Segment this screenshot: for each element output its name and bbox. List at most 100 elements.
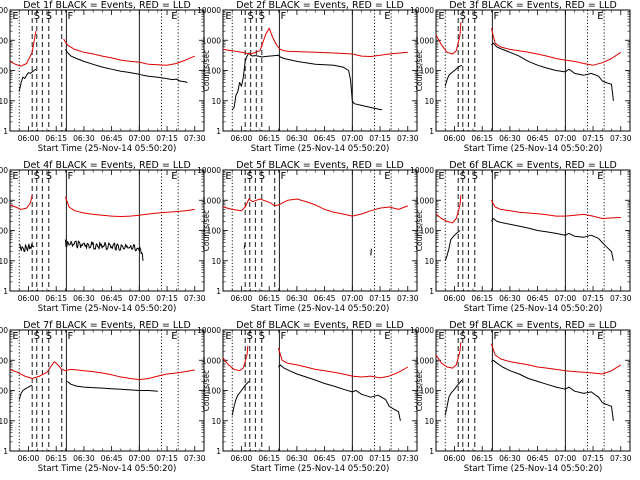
marker-letter-e: E (597, 171, 603, 182)
marker-letter-f: F (67, 11, 73, 22)
marker-letter-s: S (460, 331, 466, 342)
x-tick-label: 07:00 (555, 294, 577, 303)
series-events-line (444, 218, 614, 261)
chart-title: Det 2f BLACK = Events, RED = LLD (236, 0, 404, 11)
chart-panel-5: Det 5f BLACK = Events, RED = LLD 1 10 100 10… (197, 160, 419, 314)
marker-letter-s: S (259, 331, 265, 342)
chart-title: Det 3f BLACK = Events, RED = LLD (449, 0, 617, 11)
chart-panel-6: Det 6f BLACK = Events, RED = LLD 1 10 100 10… (410, 160, 632, 314)
chart-panel-4: Det 4f BLACK = Events, RED = LLD 1 10 100 10… (0, 160, 206, 314)
marker-letter-e: E (171, 331, 177, 342)
x-tick-label: 06:45 (101, 134, 123, 143)
y-tick-label: 10000 (197, 166, 221, 175)
x-tick-label: 06:30 (286, 134, 308, 143)
chart-panel-1: Det 1f BLACK = Events, RED = LLD 1 10 100 10… (0, 0, 206, 154)
y-tick-label: 10000 (197, 326, 221, 335)
chart-panel-7: Det 7f BLACK = Events, RED = LLD 1 10 100 10… (0, 320, 206, 474)
x-tick-label: 07:30 (397, 454, 419, 463)
x-tick-label: 06:00 (231, 454, 253, 463)
x-tick-label: 07:00 (555, 134, 577, 143)
x-axis-label: Start Time (25-Nov-14 05:50:20) (464, 304, 603, 314)
y-tick-label: 1 (216, 287, 221, 296)
x-tick-label: 06:00 (18, 294, 40, 303)
y-axis-label: Counts/sec (415, 370, 424, 411)
chart-panel-8: Det 8f BLACK = Events, RED = LLD 1 10 100 10… (197, 320, 419, 474)
marker-letter-e: E (225, 11, 231, 22)
marker-letter-e: E (225, 331, 231, 342)
marker-letter-s: S (259, 171, 265, 182)
marker-letter-s: S (46, 171, 52, 182)
y-tick-label: 10 (0, 97, 8, 106)
marker-letter-e: E (171, 11, 177, 22)
plot-frame (435, 329, 631, 452)
marker-letter-s: S (472, 171, 478, 182)
plot-frame (435, 9, 631, 132)
marker-letter-s: S (472, 331, 478, 342)
marker-letter-e: E (225, 171, 231, 182)
y-tick-label: 10 (211, 417, 221, 426)
x-tick-label: 06:15 (45, 134, 67, 143)
marker-letter-s: S (46, 11, 52, 22)
marker-letter-s: S (472, 11, 478, 22)
y-tick-label: 100 (420, 387, 435, 396)
x-tick-label: 06:15 (258, 294, 280, 303)
x-tick-label: 06:45 (314, 294, 336, 303)
marker-letter-s: S (46, 331, 52, 342)
plot-frame (222, 9, 418, 132)
marker-letter-s: S (248, 11, 254, 22)
x-tick-label: 06:30 (499, 134, 521, 143)
y-axis-label: Counts/sec (202, 210, 211, 251)
marker-letter-s: S (259, 11, 265, 22)
series-events-line (231, 364, 401, 421)
y-tick-label: 1000 (0, 196, 8, 205)
x-tick-label: 06:30 (73, 294, 95, 303)
y-tick-label: 10000 (410, 6, 434, 15)
marker-letter-e: E (438, 171, 444, 182)
plot-frame (9, 329, 205, 452)
y-tick-label: 10000 (410, 326, 434, 335)
y-tick-label: 100 (0, 227, 8, 236)
marker-letter-f: F (493, 11, 499, 22)
x-tick-label: 06:00 (231, 294, 253, 303)
x-tick-label: 06:45 (527, 294, 549, 303)
x-tick-label: 06:00 (18, 134, 40, 143)
marker-letter-s: S (34, 11, 40, 22)
x-axis-label: Start Time (25-Nov-14 05:50:20) (38, 144, 177, 154)
x-tick-label: 06:15 (258, 454, 280, 463)
y-tick-label: 100 (420, 227, 435, 236)
y-tick-label: 10000 (0, 166, 8, 175)
x-tick-label: 07:30 (397, 134, 419, 143)
y-tick-label: 10 (0, 417, 8, 426)
marker-letter-s: S (247, 171, 253, 182)
marker-letter-f: F (280, 331, 286, 342)
series-events-line (19, 239, 144, 261)
series-lld-line (222, 27, 408, 57)
x-tick-label: 06:30 (499, 294, 521, 303)
x-tick-label: 06:15 (258, 134, 280, 143)
x-tick-label: 06:00 (444, 454, 466, 463)
y-tick-label: 10 (0, 257, 8, 266)
marker-letter-s: S (460, 171, 466, 182)
x-tick-label: 06:45 (101, 454, 123, 463)
y-tick-label: 1000 (0, 356, 8, 365)
x-tick-label: 06:45 (101, 294, 123, 303)
y-tick-label: 10 (424, 97, 434, 106)
y-tick-label: 1 (3, 127, 8, 136)
x-tick-label: 07:15 (369, 134, 391, 143)
x-tick-label: 07:15 (582, 134, 604, 143)
x-tick-label: 06:30 (286, 294, 308, 303)
marker-letter-f: F (280, 171, 286, 182)
series-events-line (18, 381, 158, 400)
y-tick-label: 10000 (197, 6, 221, 15)
y-tick-label: 1000 (0, 36, 8, 45)
x-tick-label: 07:15 (369, 294, 391, 303)
y-tick-label: 1 (429, 447, 434, 456)
x-axis-label: Start Time (25-Nov-14 05:50:20) (38, 464, 177, 474)
series-events-line (444, 359, 614, 421)
x-tick-label: 06:30 (286, 454, 308, 463)
y-tick-label: 1 (216, 127, 221, 136)
marker-letter-s: S (34, 331, 40, 342)
series-events-line (18, 49, 188, 92)
plot-frame (222, 329, 418, 452)
y-tick-label: 10000 (410, 166, 434, 175)
